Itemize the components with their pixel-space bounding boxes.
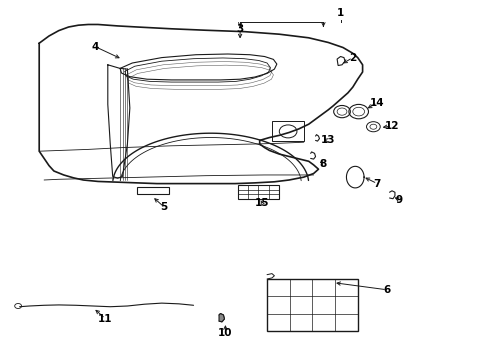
Text: 7: 7 xyxy=(373,179,381,189)
Polygon shape xyxy=(337,57,345,66)
Bar xyxy=(267,279,358,331)
Text: 4: 4 xyxy=(92,42,99,52)
Text: 10: 10 xyxy=(218,328,233,338)
Text: 12: 12 xyxy=(385,121,399,131)
Polygon shape xyxy=(219,314,224,322)
Text: 15: 15 xyxy=(255,198,270,208)
Text: 1: 1 xyxy=(337,8,344,18)
Text: 6: 6 xyxy=(384,285,391,295)
Text: 5: 5 xyxy=(161,202,168,212)
Text: 2: 2 xyxy=(349,53,356,63)
Text: 11: 11 xyxy=(98,314,113,324)
Text: 9: 9 xyxy=(396,195,403,205)
Bar xyxy=(238,185,279,199)
Text: 3: 3 xyxy=(237,24,244,34)
Text: 13: 13 xyxy=(321,135,336,145)
Bar xyxy=(137,187,169,194)
Bar xyxy=(272,121,304,141)
Text: 14: 14 xyxy=(370,98,385,108)
Text: 8: 8 xyxy=(320,159,327,169)
